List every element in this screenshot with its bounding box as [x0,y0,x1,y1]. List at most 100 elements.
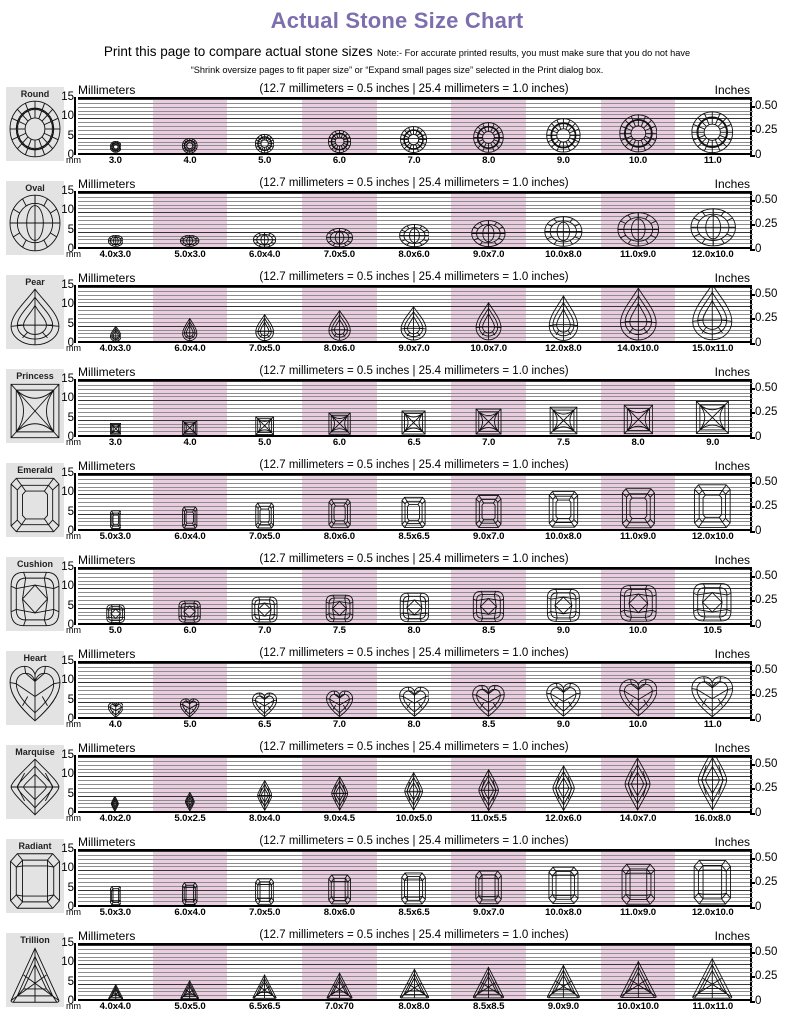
conversion-note: (12.7 millimeters = 0.5 inches | 25.4 mi… [259,83,569,96]
shape-card-round[interactable]: Round [6,87,64,162]
inch-minor-tick [750,120,753,122]
inch-tickmark [750,951,755,954]
shape-label: Cushion [17,559,53,570]
shape-card-trillion[interactable]: Trillion [6,933,64,1008]
mm-tick-5: 5 [67,693,74,706]
shape-card-oval[interactable]: Oval [6,181,64,256]
inch-axis-title: Inches [714,459,750,474]
inch-tick-0-5: 0.50 [755,287,778,300]
band-column [227,381,302,435]
inch-tickmark [750,882,755,885]
inch-minor-tick [750,872,753,874]
inch-tickmark [750,155,755,158]
size-label: 10.0 [628,719,648,731]
inch-tickmark [750,387,755,390]
mm-unit-label: mm [66,155,81,166]
size-label: 8.0x6.0 [323,343,355,355]
shape-card-cushion[interactable]: Cushion [6,557,64,632]
mm-tick-10: 10 [61,392,74,405]
size-label: 10.0x5.0 [395,813,433,825]
band-column [451,945,527,1000]
size-label: 12.0x8.0 [545,343,582,355]
mm-axis-title: Millimeters [78,177,136,192]
inch-tick-0-25: 0.25 [755,406,778,419]
shape-card-princess[interactable]: Princess [6,369,64,444]
mm-tick-5: 5 [67,411,74,424]
band-column [152,663,228,718]
page-title: Actual Stone Size Chart [270,8,524,33]
inch-tickmark [750,481,755,484]
chart-head: Millimeters (12.7 millimeters = 0.5 inche… [78,271,750,285]
inch-minor-tick [750,699,753,701]
band-column [227,851,302,905]
inch-minor-tick [750,986,753,988]
size-label: 9.0x7.0 [473,531,505,543]
band-column [78,569,153,623]
band-column [451,99,527,154]
size-label: 6.0 [332,437,346,449]
size-labels: 3.0 4.0 5.0 6.0 6.5 7.0 7.5 8.0 9.0 [78,437,750,451]
oval-stone-icon [9,194,61,252]
mm-tick-0: 0 [67,149,74,162]
band-column [377,757,452,811]
gridline [78,905,750,906]
inch-tickmark [750,600,755,603]
size-label: 9.0x7.0 [398,343,430,355]
size-label: 11.0x9.0 [620,531,657,543]
mm-unit-label: mm [66,625,81,636]
inch-minor-tick [750,674,753,676]
size-label: 14.0x10.0 [617,343,659,355]
chart-rows-container: Round Millimeters (12.7 millimeters = 0.5 … [0,83,794,1021]
band-column [675,287,750,341]
mm-unit-label: mm [66,1001,81,1012]
inch-minor-tick [750,758,753,760]
mm-tick-5: 5 [67,129,74,142]
inch-minor-tick [750,714,753,716]
inch-minor-tick [750,303,753,305]
mm-tick-0: 0 [67,337,74,350]
shape-card-heart[interactable]: Heart [6,651,64,726]
band-column [152,569,228,624]
inch-tick-0-25: 0.25 [755,876,778,889]
band-column [78,475,153,529]
shape-card-marquise[interactable]: Marquise [6,745,64,820]
shape-card-emerald[interactable]: Emerald [6,463,64,538]
mm-tick-0: 0 [67,713,74,726]
inch-minor-tick [750,476,753,478]
mm-axis: 15 10 5 0 [48,467,76,537]
inch-tick-0-5: 0.50 [755,945,778,958]
band-column [152,193,228,248]
size-label: 7.0 [482,437,496,449]
shape-card-radiant[interactable]: Radiant [6,839,64,914]
mm-axis: 15 10 5 0 [48,843,76,913]
size-labels: 5.0x3.0 6.0x4.0 7.0x5.0 8.0x6.0 8.5x6.5 9.0x7… [78,531,750,545]
size-label: 6.5x6.5 [249,1001,281,1013]
mm-tick-15: 15 [61,937,74,950]
inch-tickmark [750,719,755,722]
mm-tick-10: 10 [61,580,74,593]
inch-tick-0-5: 0.50 [755,381,778,394]
shape-card-pear[interactable]: Pear [6,275,64,350]
band-column [451,851,527,906]
inch-tickmark [750,694,755,697]
band-column [451,757,527,812]
inch-minor-tick [750,585,753,587]
mm-tick-5: 5 [67,317,74,330]
inch-tick-0-25: 0.25 [755,500,778,513]
size-label: 5.0x3.0 [99,531,131,543]
plot-area [78,849,750,908]
mm-tick-5: 5 [67,975,74,988]
mm-axis: 15 10 5 0 [48,655,76,725]
inch-minor-tick [750,135,753,137]
size-label: 4.0x2.0 [99,813,131,825]
band-column [302,945,377,1000]
inch-minor-tick [750,115,753,117]
inch-minor-tick [750,966,753,968]
mm-axis: 15 10 5 0 [48,279,76,349]
emerald-stone-icon [9,476,61,534]
inch-minor-tick [750,486,753,488]
inch-minor-tick [750,323,753,325]
inch-minor-tick [750,313,753,315]
size-label: 9.0x9.0 [547,1001,580,1013]
band-column [377,851,452,905]
